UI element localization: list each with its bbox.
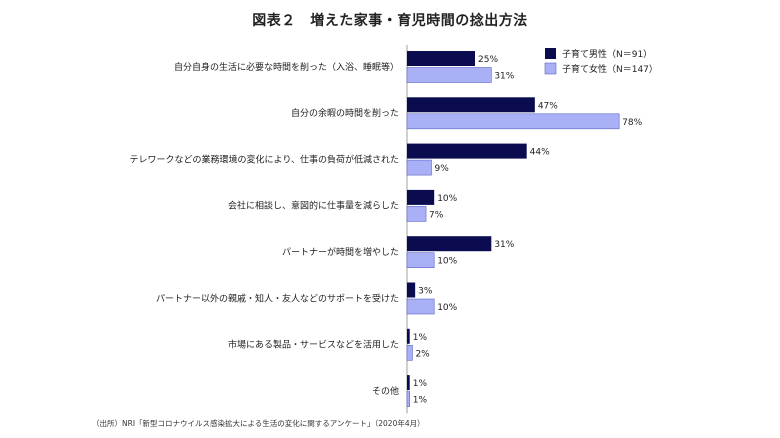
value-label: 10% [437, 257, 457, 267]
value-label: 2% [415, 349, 430, 359]
category-label: その他 [372, 385, 399, 397]
value-label: 47% [538, 101, 558, 111]
value-label: 25% [478, 55, 498, 65]
bar-female [406, 391, 411, 407]
value-label: 1% [413, 333, 428, 343]
value-label: 10% [437, 303, 457, 313]
bar-female [406, 67, 492, 83]
category-label: 会社に相談し、意図的に仕事量を減らした [228, 200, 399, 212]
category-label: 市場にある製品・サービスなどを活用した [228, 339, 399, 351]
bar-male [407, 328, 410, 344]
value-label: 78% [622, 118, 642, 128]
bar-male [407, 97, 535, 113]
value-label: 1% [413, 379, 428, 389]
legend-label: 子育て男性（N＝91） [562, 48, 652, 60]
category-label: パートナー以外の親戚・知人・友人などのサポートを受けた [156, 292, 399, 304]
bar-female [406, 252, 435, 268]
source-note: （出所）NRI「新型コロナウイルス感染拡大による生活の変化に関するアンケート」（… [92, 419, 425, 428]
value-label: 10% [437, 194, 457, 204]
bar-male [407, 282, 416, 298]
bar-female [406, 113, 620, 130]
legend: 子育て男性（N＝91） 子育て女性（N＝147） [544, 48, 658, 75]
value-label: 1% [413, 396, 428, 406]
legend-swatch [545, 48, 556, 59]
bar-male [407, 143, 527, 159]
value-label: 31% [494, 240, 514, 250]
bar-male [407, 375, 410, 391]
category-label: テレワークなどの業務環境の変化により、仕事の負荷が低減された [130, 153, 399, 165]
value-label: 3% [418, 287, 433, 297]
value-label: 9% [434, 164, 449, 174]
bar-female [406, 159, 432, 176]
bar-female [406, 298, 435, 315]
category-label: 自分自身の生活に必要な時間を削った（入浴、睡眠等） [174, 61, 399, 73]
bar-male [407, 51, 475, 66]
legend-swatch [544, 62, 557, 75]
bar-female [406, 206, 427, 222]
category-label: パートナーが時間を増やした [282, 246, 399, 258]
bar-male [407, 189, 435, 205]
bar-male [407, 236, 492, 252]
chart-title: 図表２ 増えた家事・育児時間の捻出方法 [252, 13, 528, 29]
labels-group: 自分自身の生活に必要な時間を削った（入浴、睡眠等） 25% 31% 自分の余暇の時間を… [130, 55, 643, 406]
legend-label: 子育て女性（N＝147） [562, 63, 658, 75]
bar-female [406, 344, 413, 361]
category-label: 自分の余暇の時間を削った [291, 107, 399, 119]
value-label: 44% [530, 148, 550, 158]
value-label: 31% [494, 72, 514, 82]
bars-group [406, 45, 620, 414]
value-label: 7% [429, 210, 444, 220]
